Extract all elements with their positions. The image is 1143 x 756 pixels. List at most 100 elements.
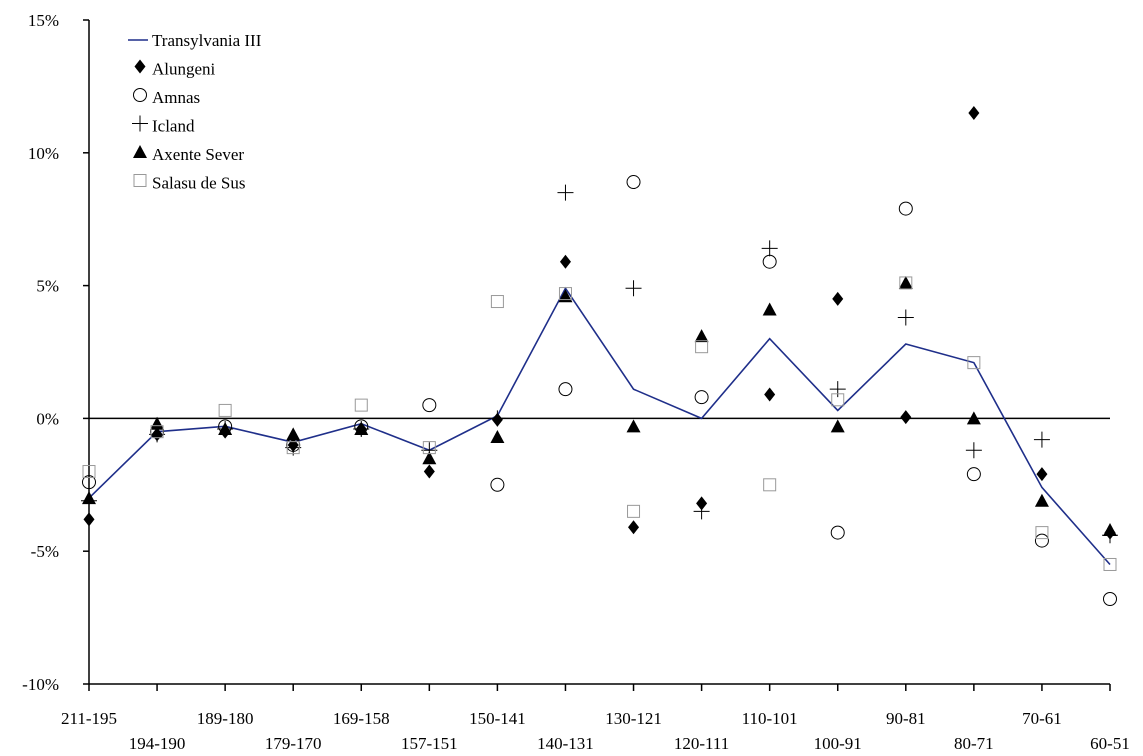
data-point-triangle — [354, 422, 369, 436]
x-tick-label: 194-190 — [129, 734, 186, 753]
data-point-circle — [82, 475, 96, 490]
data-point-plus — [693, 503, 710, 520]
data-point-square — [490, 295, 504, 309]
legend-item-axente-sever: Axente Sever — [133, 145, 244, 164]
data-point-square — [354, 398, 368, 412]
data-point-plus — [965, 442, 982, 459]
data-point-triangle — [694, 329, 709, 343]
data-point-diamond — [423, 464, 435, 479]
series-transylvania-iii — [88, 286, 1111, 566]
y-tick-label: -10% — [22, 675, 59, 694]
series-line — [88, 286, 1111, 566]
data-point-triangle — [1034, 493, 1049, 507]
legend-swatch-plus — [132, 115, 148, 132]
data-point-diamond — [1036, 467, 1048, 482]
x-tick-label: 179-170 — [265, 734, 322, 753]
data-point-square — [1035, 526, 1049, 540]
data-point-triangle — [422, 451, 437, 465]
axes: -10% -5% 0% 5% 10% 15% 211-195 194-190 189-180 17… — [22, 11, 1130, 753]
data-point-diamond — [559, 254, 571, 269]
x-tick-label: 120-111 — [674, 734, 729, 753]
data-point-plus — [557, 184, 574, 201]
x-tick-label: 110-101 — [742, 709, 798, 728]
data-point-square — [218, 403, 232, 417]
y-tick-label: 10% — [28, 144, 59, 163]
y-tick-label: -5% — [31, 542, 59, 561]
data-point-triangle — [286, 427, 301, 441]
legend-label: Salasu de Sus — [152, 174, 246, 193]
legend-label: Icland — [152, 117, 195, 136]
data-point-circle — [898, 201, 913, 216]
data-point-circle — [1103, 592, 1117, 607]
legend-swatch-diamond — [134, 59, 146, 74]
series-layer — [81, 105, 1118, 607]
legend-label: Axente Sever — [152, 145, 244, 164]
data-point-square — [82, 465, 96, 479]
data-point-triangle — [898, 275, 913, 289]
legend-swatch-triangle — [133, 145, 147, 158]
legend-item-alungeni: Alungeni — [134, 59, 216, 79]
x-tick-label: 189-180 — [197, 709, 254, 728]
data-point-triangle — [82, 491, 96, 505]
legend-item-transylvania-iii: Transylvania III — [128, 31, 262, 50]
x-tick-label: 130-121 — [605, 709, 662, 728]
legend-label: Amnas — [152, 88, 200, 107]
x-tick-label: 140-131 — [537, 734, 594, 753]
x-tick-label: 70-61 — [1022, 709, 1062, 728]
data-point-diamond — [900, 410, 912, 425]
data-point-circle — [626, 175, 641, 190]
data-point-triangle — [966, 411, 981, 425]
data-point-circle — [694, 390, 709, 405]
series-icland — [81, 184, 1118, 544]
data-point-square — [899, 276, 913, 290]
data-point-triangle — [150, 416, 165, 430]
data-point-plus — [1033, 431, 1050, 448]
y-tick-label: 0% — [36, 409, 59, 428]
legend: Transylvania III Alungeni Amnas Icland Axent… — [128, 31, 262, 193]
data-point-diamond — [628, 520, 640, 535]
legend-item-salasu-de-sus: Salasu de Sus — [133, 174, 246, 193]
data-point-triangle — [762, 302, 777, 316]
data-point-diamond — [764, 387, 776, 402]
data-point-triangle — [218, 422, 233, 436]
legend-item-amnas: Amnas — [133, 88, 200, 107]
data-point-triangle — [626, 419, 641, 433]
data-point-square — [422, 441, 436, 455]
data-point-square — [1103, 557, 1117, 571]
data-point-plus — [285, 439, 302, 456]
data-point-square — [150, 425, 164, 439]
legend-swatch-circle — [133, 88, 147, 102]
legend-label: Alungeni — [152, 60, 216, 79]
data-point-circle — [1034, 533, 1049, 548]
data-point-square — [558, 287, 572, 301]
data-point-circle — [558, 382, 573, 397]
x-tick-label: 169-158 — [333, 709, 390, 728]
data-point-square — [967, 356, 981, 370]
data-point-square — [763, 478, 777, 492]
data-point-triangle — [558, 289, 573, 303]
data-point-diamond — [968, 105, 980, 120]
data-point-plus — [489, 410, 506, 427]
data-point-circle — [490, 477, 505, 492]
data-point-square — [286, 441, 300, 455]
y-tick-label: 15% — [28, 11, 59, 30]
legend-item-icland: Icland — [132, 115, 195, 136]
data-point-circle — [830, 525, 845, 540]
series-alungeni — [83, 105, 1116, 540]
x-tick-label: 60-51 — [1090, 734, 1130, 753]
x-tick-label: 150-141 — [469, 709, 526, 728]
x-tick-label: 80-71 — [954, 734, 994, 753]
data-point-plus — [625, 280, 642, 297]
series-salasu-de-sus — [82, 276, 1117, 571]
x-tick-label: 157-151 — [401, 734, 458, 753]
y-tick-label: 5% — [36, 277, 59, 296]
x-tick-label: 211-195 — [61, 709, 117, 728]
series-amnas — [82, 175, 1117, 607]
data-point-plus — [897, 309, 914, 326]
data-point-circle — [966, 467, 981, 482]
data-point-triangle — [1103, 522, 1117, 536]
legend-swatch-square — [133, 174, 147, 187]
data-point-triangle — [490, 429, 505, 443]
data-point-circle — [422, 398, 437, 413]
